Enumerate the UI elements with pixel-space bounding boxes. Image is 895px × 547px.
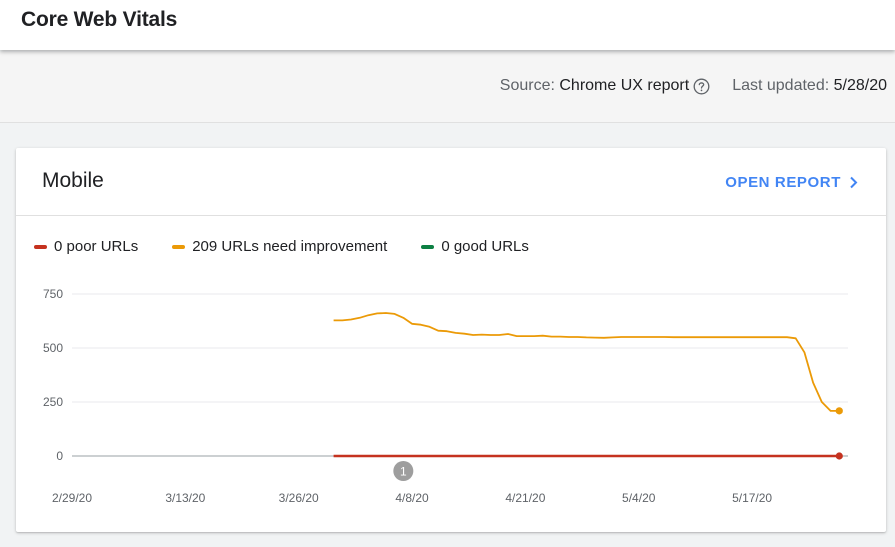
x-tick-label: 5/4/20 [622, 491, 656, 505]
y-tick-label: 250 [43, 395, 63, 409]
legend-label-improve: 209 URLs need improvement [192, 238, 388, 255]
series-end-point-poor [835, 452, 843, 460]
x-tick-label: 5/17/20 [732, 491, 772, 505]
x-tick-label: 3/26/20 [279, 491, 319, 505]
legend-swatch-poor [34, 244, 47, 249]
source-label: Source: [499, 77, 555, 94]
y-tick-label: 750 [43, 287, 63, 301]
x-tick-label: 4/21/20 [505, 491, 545, 505]
page-title: Core Web Vitals [21, 8, 178, 31]
x-tick-label: 3/13/20 [165, 491, 205, 505]
open-report-label: OPEN REPORT [725, 174, 841, 191]
legend-label-poor: 0 poor URLs [54, 238, 139, 255]
updated-value: 5/28/20 [833, 77, 887, 94]
annotation-badge[interactable] [393, 461, 414, 481]
help-circle-icon[interactable] [693, 78, 710, 95]
y-tick-label: 500 [43, 341, 63, 355]
series-line-improve [333, 312, 840, 412]
report-meta-bar: Source: Chrome UX report Last updated: 5… [0, 52, 895, 123]
legend-swatch-good [421, 244, 435, 249]
legend-item-improve[interactable]: 209 URLs need improvement [172, 238, 387, 255]
chevron-right-icon [849, 176, 858, 189]
x-tick-label: 2/29/20 [52, 491, 92, 505]
top-app-bar: Core Web Vitals [0, 0, 895, 50]
series-end-point-improve [835, 407, 843, 415]
legend-swatch-improve [172, 244, 186, 249]
updated-label: Last updated: [732, 77, 830, 94]
chart-legend: 0 poor URLs 209 URLs need improvement 0 … [34, 238, 563, 255]
source-value: Chrome UX report [559, 77, 690, 94]
legend-item-poor[interactable]: 0 poor URLs [34, 238, 138, 255]
legend-item-good[interactable]: 0 good URLs [421, 238, 529, 255]
y-tick-label: 0 [56, 449, 63, 463]
legend-label-good: 0 good URLs [441, 238, 529, 255]
annotation-label: 1 [400, 465, 407, 479]
x-tick-label: 4/8/20 [395, 491, 429, 505]
annotation-marker[interactable]: 1 [393, 461, 414, 481]
urls-line-chart: 750 500 250 0 2/29/20 3/13/20 3/26/20 4/8/20 4/2… [43, 287, 848, 505]
card-title: Mobile [42, 169, 104, 192]
report-meta: Source: Chrome UX report Last updated: 5… [500, 77, 887, 95]
open-report-link[interactable]: OPEN REPORT [725, 174, 858, 191]
card-header: Mobile OPEN REPORT [16, 148, 886, 216]
mobile-report-card: Mobile OPEN REPORT 0 poor URLs 209 URLs … [16, 148, 886, 532]
